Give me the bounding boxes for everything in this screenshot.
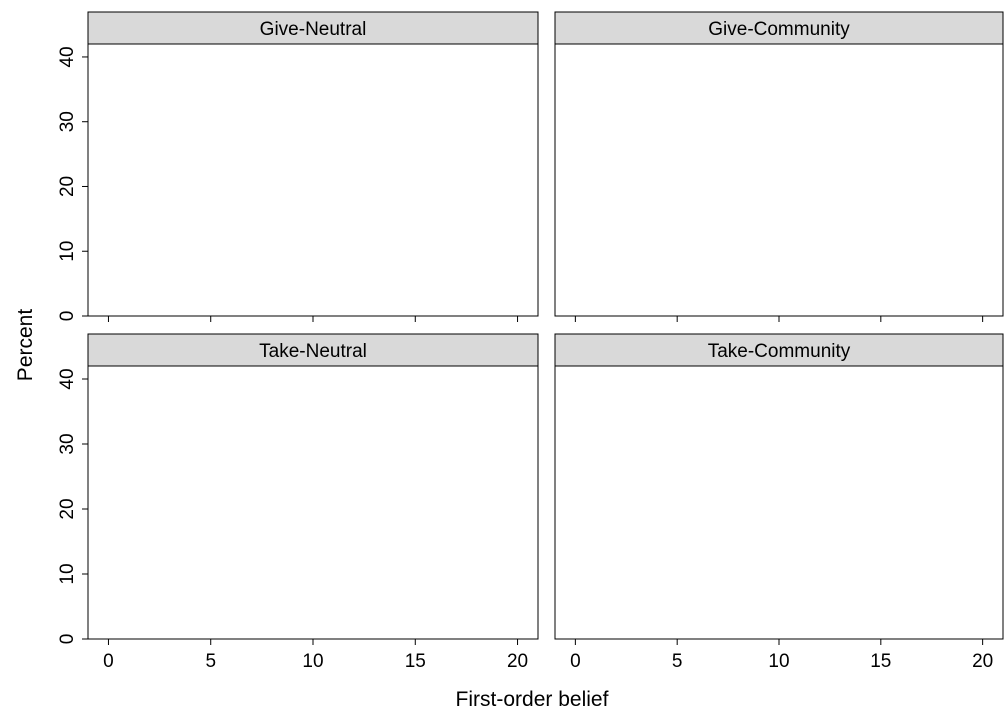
x-tick-label: 0 (570, 651, 581, 672)
panel-strip (554, 11, 1004, 45)
panel-take-community: Take-Community 0 5 10 15 20 (554, 333, 1004, 672)
panel-strip (87, 333, 539, 367)
y-tick-label: 20 (57, 176, 78, 197)
x-tick-label: 15 (870, 651, 891, 672)
panel-title: Give-Community (708, 19, 850, 40)
x-tick-label: 20 (972, 651, 993, 672)
panel-take-neutral: Take-Neutral 0 10 20 30 40 0 5 10 15 20 (57, 333, 539, 672)
x-tick-label: 5 (672, 651, 683, 672)
y-tick-label: 40 (57, 368, 78, 389)
panel-title: Give-Neutral (260, 19, 367, 40)
plot-frame (87, 43, 539, 317)
x-tick-label: 0 (103, 651, 114, 672)
x-tick-label: 10 (768, 651, 789, 672)
x-axis-title: First-order belief (456, 688, 609, 711)
panels-layer: Give-Neutral 0 10 20 30 40 Give-Community Take-… (57, 11, 1004, 672)
y-tick-label: 10 (57, 241, 78, 262)
y-tick-label: 0 (57, 634, 78, 645)
plot-frame (554, 365, 1004, 640)
panel-title: Take-Community (708, 341, 851, 362)
y-axis-title: Percent (14, 309, 37, 382)
panel-give-neutral: Give-Neutral 0 10 20 30 40 (57, 11, 539, 322)
panel-strip (87, 11, 539, 45)
y-tick-label: 20 (57, 498, 78, 519)
x-tick-label: 15 (405, 651, 426, 672)
plot-frame (554, 43, 1004, 317)
panel-give-community: Give-Community (554, 11, 1004, 322)
x-tick-label: 20 (507, 651, 528, 672)
y-tick-label: 30 (57, 433, 78, 454)
y-tick-label: 40 (57, 46, 78, 67)
panel-title: Take-Neutral (259, 341, 367, 362)
x-tick-label: 10 (302, 651, 323, 672)
panel-strip (554, 333, 1004, 367)
y-tick-label: 30 (57, 111, 78, 132)
plot-frame (87, 365, 539, 640)
x-tick-label: 5 (205, 651, 216, 672)
y-tick-label: 0 (57, 311, 78, 322)
y-tick-label: 10 (57, 563, 78, 584)
